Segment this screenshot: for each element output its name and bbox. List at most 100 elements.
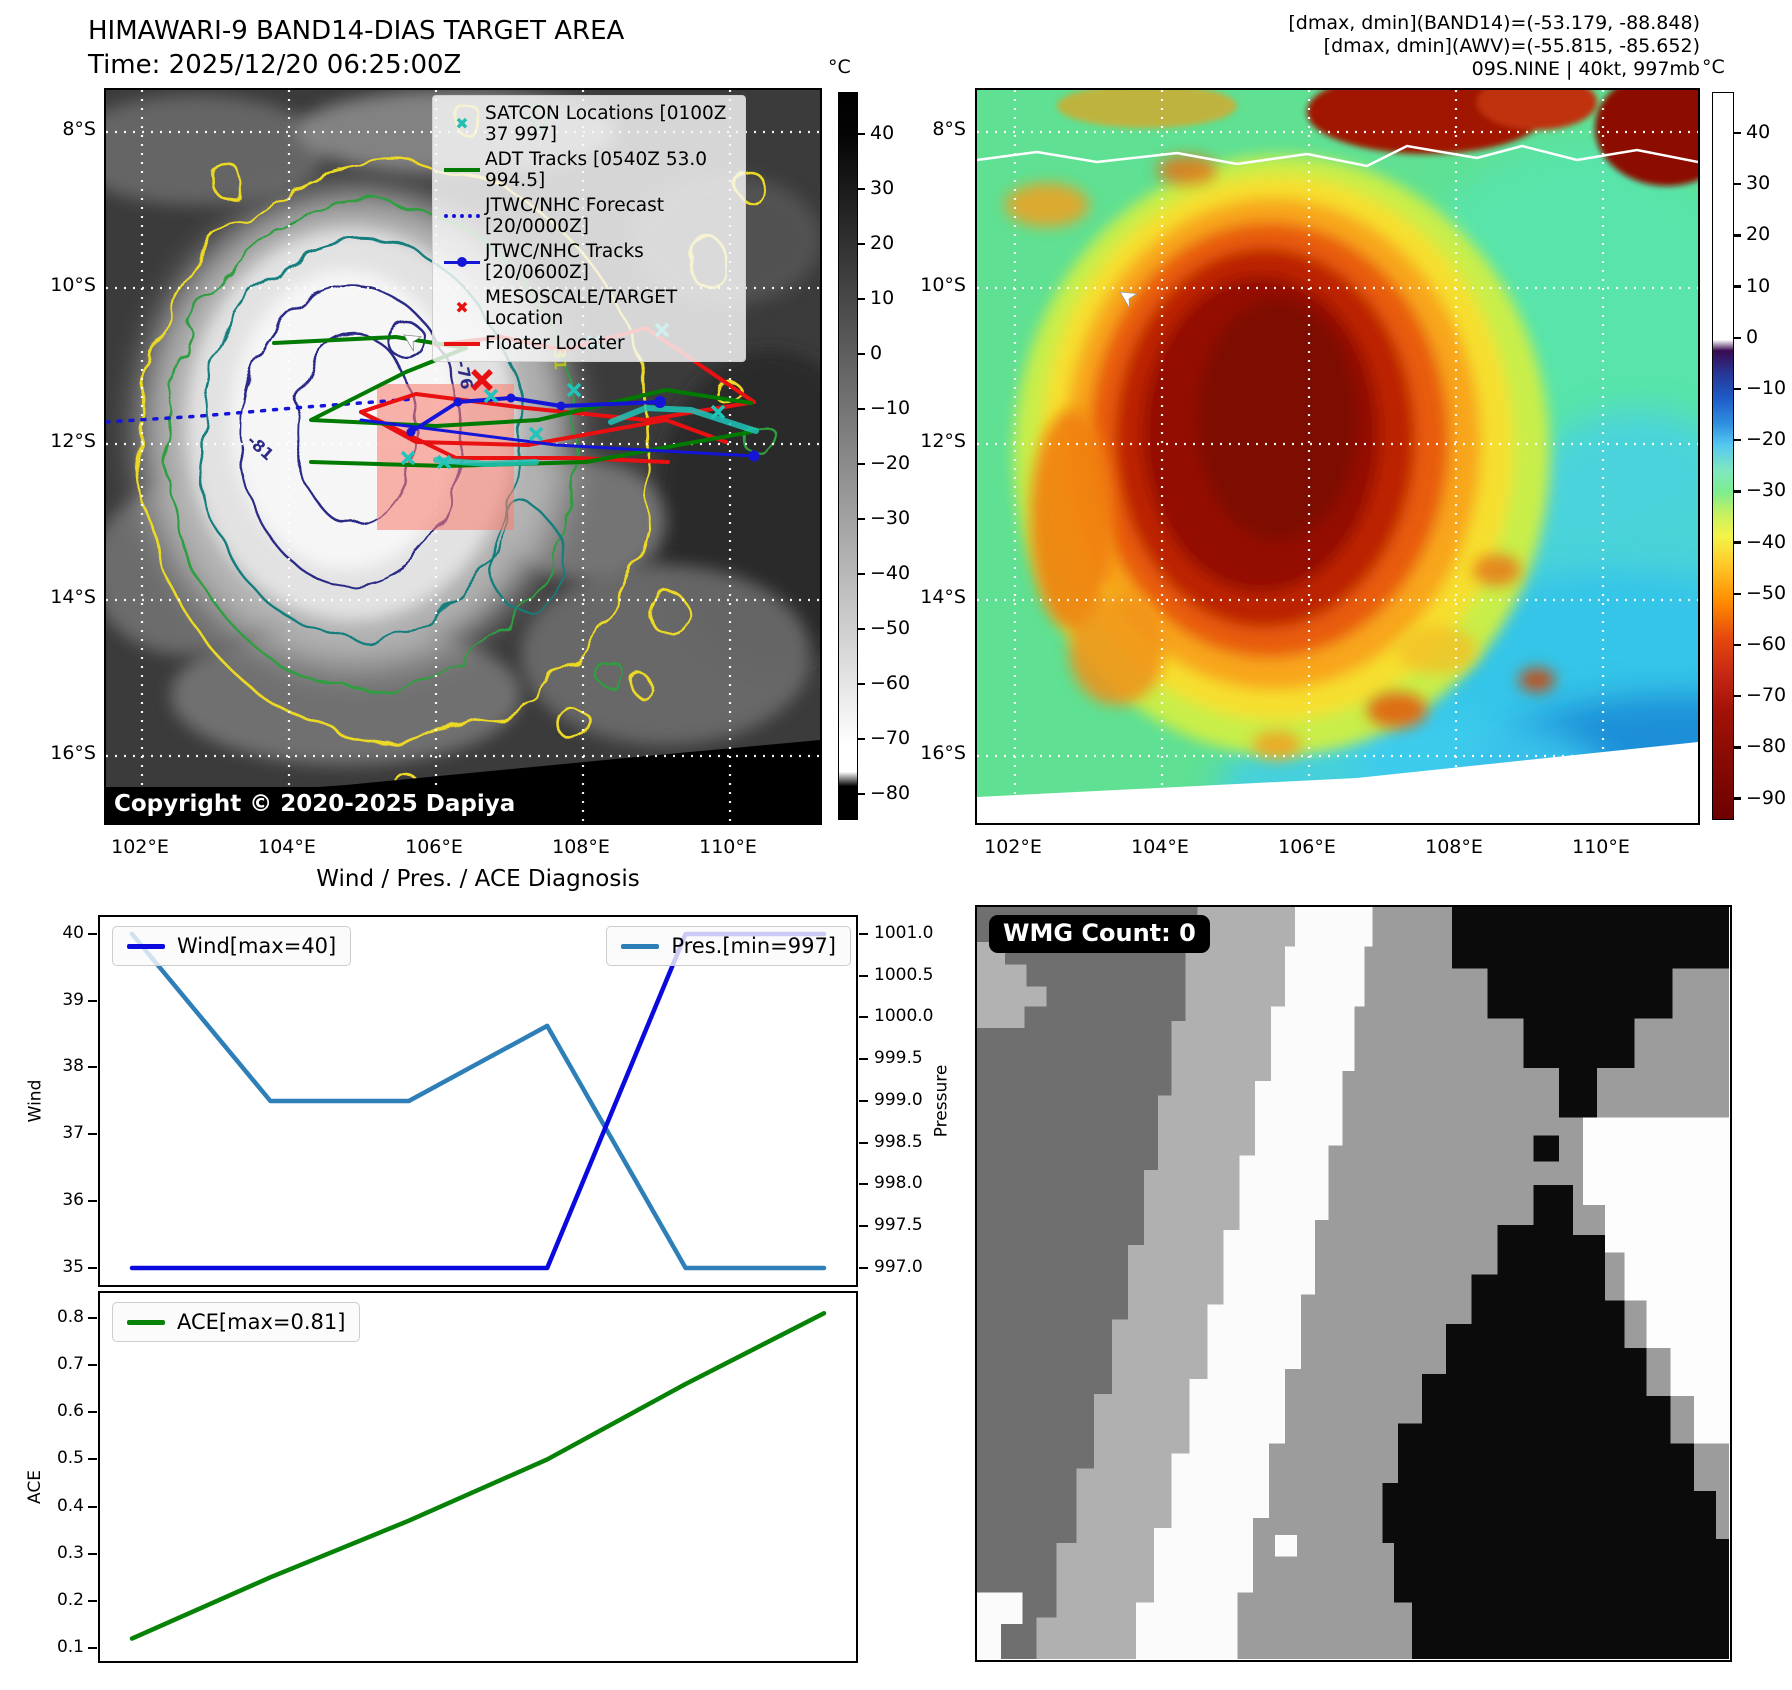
tick-mark [88,1646,97,1650]
awv-colorbar [1712,92,1734,820]
band14-title: HIMAWARI-9 BAND14-DIAS TARGET AREA [88,16,625,46]
tick-mark [1734,285,1741,288]
tick-mark [1734,234,1741,237]
outer-convection-patches [1005,155,1555,759]
band14-legend-item: ✖ SATCON Locations [0100Z 37 997] [439,103,735,145]
wmg-count-badge: WMG Count: 0 [989,915,1210,953]
band14-colorbar-tick: −60 [870,672,911,694]
band14-legend-label: JTWC/NHC Tracks [20/0600Z] [485,241,644,283]
tick-mark [858,792,865,796]
band14-legend: ✖ SATCON Locations [0100Z 37 997] ADT Trac… [432,95,746,362]
wmg-panel: WMG Count: 0 [975,905,1732,1662]
wmg-lightgray-notch [977,941,1047,1029]
awv-lat-tick: 10°S [920,274,966,296]
adt-track-line [272,335,540,428]
tick-mark [88,1065,97,1069]
awv-colorbar-tick: 40 [1746,121,1771,143]
tick-mark [859,1141,868,1145]
line-marker-icon [439,254,485,270]
band14-time-label: Time: 2025/12/20 06:25:00Z [88,50,462,80]
coastline [977,144,1698,168]
awv-colorbar-tick: 30 [1746,172,1771,195]
wmg-white-right [1582,1117,1729,1444]
wmg-lightgray-band [1036,907,1295,1659]
band14-colorbar-tick: −70 [870,727,911,749]
band14-colorbar-tick: −80 [870,782,911,804]
band14-legend-label: ADT Tracks [0540Z 53.0 994.5] [485,149,708,191]
tick-mark [1734,387,1741,391]
pressure-tick: 1000.0 [874,1006,934,1026]
x-marker-icon: ✖ [455,114,469,133]
wmg-black-speck [1533,1135,1560,1162]
awv-lon-tick: 106°E [1278,836,1336,858]
tick-mark [88,1363,97,1367]
tick-mark [88,1132,97,1136]
awv-lon-tick: 110°E [1572,836,1630,858]
wind-tick: 36 [62,1190,84,1210]
tick-mark [858,682,865,686]
band14-legend-label: JTWC/NHC Forecast [20/0000Z] [485,195,665,237]
tick-mark [859,1057,868,1061]
tick-mark [88,1199,97,1203]
ace-chart [98,1291,858,1663]
awv-colorbar-tick: −60 [1746,633,1787,655]
tick-mark [1734,592,1741,595]
wind-legend-label: Wind[max=40] [177,934,337,958]
wind-tick: 35 [62,1257,84,1277]
copyright-label: Copyright © 2020-2025 Dapiya [106,787,528,823]
tick-mark [858,132,865,136]
jtwc-track-dots [406,393,760,462]
pressure-tick: 999.0 [874,1090,923,1110]
image-edge-white [977,742,1698,823]
pressure-legend-line [621,943,660,949]
band14-lat-tick: 8°S [62,118,96,140]
band14-legend-item: ✖ MESOSCALE/TARGET Location [439,287,735,329]
tick-mark [859,1182,868,1186]
tick-mark [88,1316,97,1320]
band14-legend-item: JTWC/NHC Tracks [20/0600Z] [439,241,735,283]
band14-legend-item: ADT Tracks [0540Z 53.0 994.5] [439,149,735,191]
jtwc-track-line [359,418,756,458]
awv-colorbar-tick: 20 [1746,223,1771,246]
band14-colorbar-tick: −10 [870,397,911,419]
band14-colorbar-tick: 30 [870,177,895,199]
tick-mark [1734,439,1741,442]
awv-color-map [975,88,1700,825]
awv-colorbar-unit: °C [1702,56,1725,78]
band14-colorbar-tick: −30 [870,507,911,529]
tick-mark [858,297,865,301]
band14-lon-tick: 110°E [699,836,757,858]
cursor-arrow-icon [1119,291,1139,309]
wmg-white-speck [1275,1534,1297,1557]
jtwc-forecast-line [106,397,416,424]
band14-colorbar-unit: °C [828,56,851,78]
wind-legend: Wind[max=40] [112,926,352,966]
tick-mark [858,242,865,246]
tick-mark [1734,183,1741,186]
awv-map-art [977,90,1698,823]
band14-lat-tick: 16°S [50,742,96,764]
pressure-tick: 997.0 [874,1257,923,1277]
tick-mark [1734,490,1741,493]
tick-mark [88,1457,97,1461]
awv-colorbar-tick: 10 [1746,274,1771,297]
band14-legend-label: MESOSCALE/TARGET Location [485,287,678,329]
satcon-track-line [608,405,759,434]
x-marker-icon: ✖ [455,298,469,317]
tick-mark [858,187,865,191]
awv-colorbar-tick: −50 [1746,581,1787,604]
awv-lon-tick: 102°E [984,836,1042,858]
tick-mark [858,572,865,576]
awv-colorbar-tick: −40 [1746,530,1787,553]
wind-legend-line [127,943,165,949]
band14-colorbar-tick: 0 [870,342,883,364]
tick-mark [859,974,868,978]
band14-colorbar-tick: −50 [870,617,911,639]
line-marker-icon [439,208,485,224]
tick-mark [859,1266,868,1270]
ace-tick: 0.6 [56,1401,84,1421]
line-marker-icon [439,336,485,352]
wind-tick: 40 [62,923,84,943]
tick-mark [88,1505,97,1509]
